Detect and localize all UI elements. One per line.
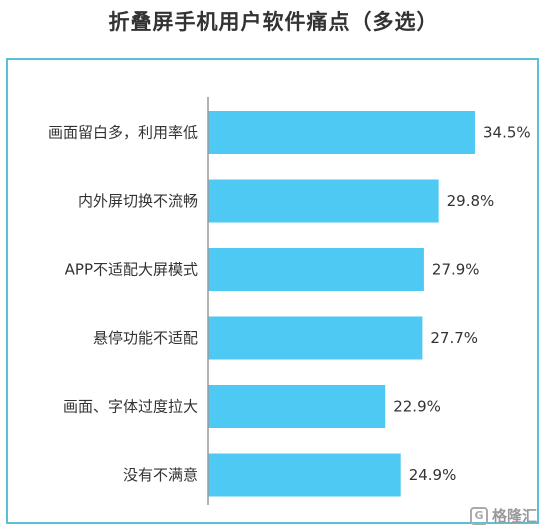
data-label: 34.5% xyxy=(483,124,531,142)
watermark: G 格隆汇 xyxy=(469,505,537,526)
watermark-text: 格隆汇 xyxy=(491,507,537,525)
data-label: 29.8% xyxy=(447,192,495,210)
bar xyxy=(208,248,424,291)
chart-frame xyxy=(6,58,539,524)
bar xyxy=(208,453,401,497)
chart-title: 折叠屏手机用户软件痛点（多选） xyxy=(108,10,439,34)
bar xyxy=(208,111,475,154)
watermark-logo-icon: G xyxy=(469,506,488,525)
data-label: 22.9% xyxy=(393,398,441,416)
bar xyxy=(208,316,423,360)
category-label: 画面留白多，利用率低 xyxy=(48,124,198,142)
bar xyxy=(208,385,386,428)
category-label: 画面、字体过度拉大 xyxy=(63,398,198,416)
data-label: 27.7% xyxy=(430,329,478,347)
category-label: 内外屏切换不流畅 xyxy=(78,192,198,210)
category-label: 没有不满意 xyxy=(123,466,198,484)
category-label: APP不适配大屏模式 xyxy=(65,261,198,279)
bar xyxy=(208,179,439,223)
data-label: 24.9% xyxy=(409,466,457,484)
category-label: 悬停功能不适配 xyxy=(93,329,198,347)
data-label: 27.9% xyxy=(432,261,480,279)
